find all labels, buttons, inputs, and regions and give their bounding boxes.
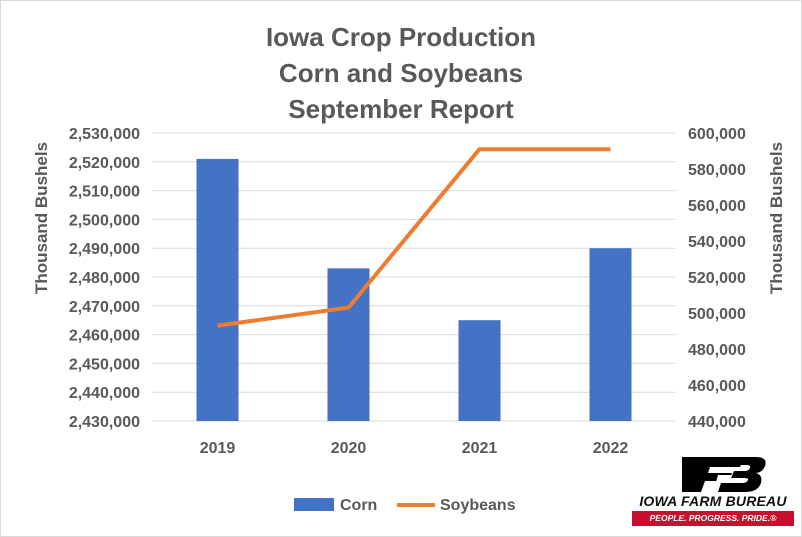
logo-name: IOWA FARM BUREAU — [639, 493, 787, 509]
left-tick-label: 2,460,000 — [69, 328, 140, 345]
legend-corn-swatch — [294, 498, 334, 511]
right-tick-label: 600,000 — [688, 126, 746, 143]
left-axis-ticks: 2,430,000 2,440,000 2,450,000 2,460,000 2,47… — [69, 126, 140, 431]
fb-mark-icon — [682, 457, 766, 492]
left-tick-label: 2,440,000 — [69, 385, 140, 402]
right-tick-label: 440,000 — [688, 414, 746, 431]
gridlines — [152, 132, 676, 422]
left-tick-label: 2,450,000 — [69, 356, 140, 373]
right-tick-label: 560,000 — [688, 198, 746, 215]
left-tick-label: 2,500,000 — [69, 212, 140, 229]
right-tick-label: 480,000 — [688, 342, 746, 359]
left-tick-label: 2,490,000 — [69, 241, 140, 258]
x-tick-label: 2020 — [331, 440, 367, 457]
right-tick-label: 580,000 — [688, 162, 746, 179]
right-tick-label: 520,000 — [688, 270, 746, 287]
right-tick-label: 500,000 — [688, 306, 746, 323]
corn-bar-2022 — [589, 248, 632, 421]
x-tick-label: 2021 — [462, 440, 498, 457]
left-tick-label: 2,510,000 — [69, 184, 140, 201]
right-axis-label: Thousand Bushels — [767, 142, 786, 294]
left-tick-label: 2,470,000 — [69, 299, 140, 316]
corn-bar-2021 — [458, 320, 501, 421]
left-tick-label: 2,520,000 — [69, 155, 140, 172]
chart-title-line-1: Iowa Crop Production — [265, 22, 537, 52]
corn-bar-2019 — [196, 158, 239, 422]
logo-tagline: PEOPLE. PROGRESS. PRIDE.® — [632, 511, 794, 526]
legend: Corn Soybeans — [294, 497, 516, 514]
legend-corn-label: Corn — [340, 497, 377, 514]
right-tick-label: 540,000 — [688, 234, 746, 251]
chart-title-line-3: September Report — [288, 94, 514, 124]
x-axis-ticks: 2019 2020 2021 2022 — [200, 440, 629, 457]
left-tick-label: 2,480,000 — [69, 270, 140, 287]
right-axis-ticks: 440,000 460,000 480,000 500,000 520,000 540,0… — [688, 126, 746, 431]
x-tick-label: 2022 — [593, 440, 629, 457]
legend-soybeans-label: Soybeans — [440, 497, 516, 514]
chart-title-line-2: Corn and Soybeans — [278, 58, 524, 88]
iowa-farm-bureau-logo: IOWA FARM BUREAU PEOPLE. PROGRESS. PRIDE… — [632, 455, 794, 529]
right-tick-label: 460,000 — [688, 378, 746, 395]
left-tick-label: 2,430,000 — [69, 414, 140, 431]
left-axis-label: Thousand Bushels — [32, 142, 51, 294]
soybeans-line — [217, 147, 611, 328]
corn-bars — [196, 158, 632, 422]
x-tick-label: 2019 — [200, 440, 236, 457]
left-tick-label: 2,530,000 — [69, 126, 140, 143]
